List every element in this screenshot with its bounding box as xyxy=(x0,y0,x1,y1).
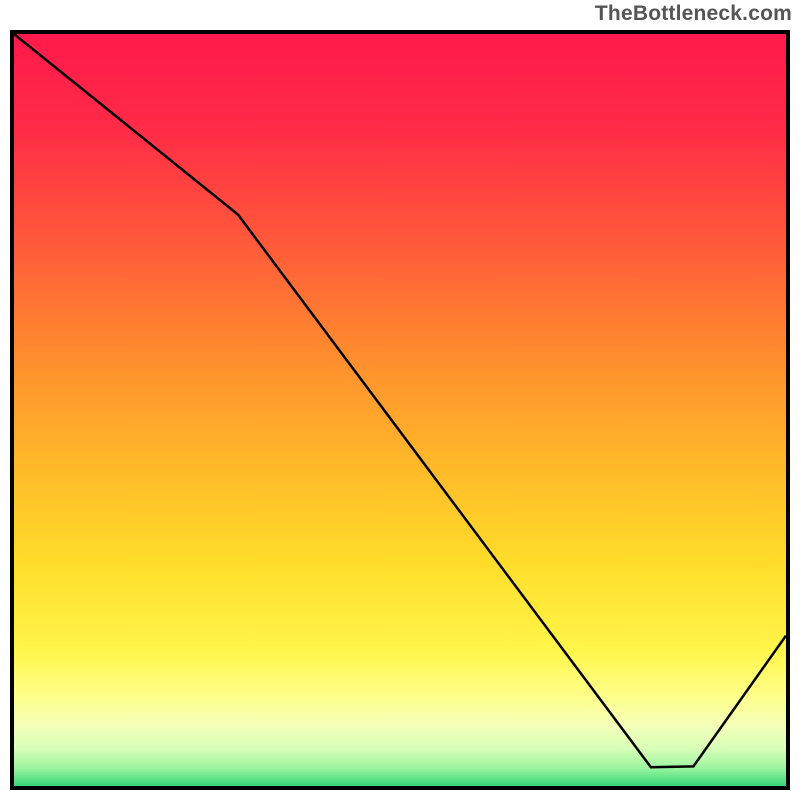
chart-line-layer xyxy=(14,34,786,786)
plot-area xyxy=(10,30,790,790)
watermark-text: TheBottleneck.com xyxy=(595,2,792,26)
chart-line xyxy=(14,34,786,767)
chart-container: TheBottleneck.com xyxy=(0,0,800,800)
